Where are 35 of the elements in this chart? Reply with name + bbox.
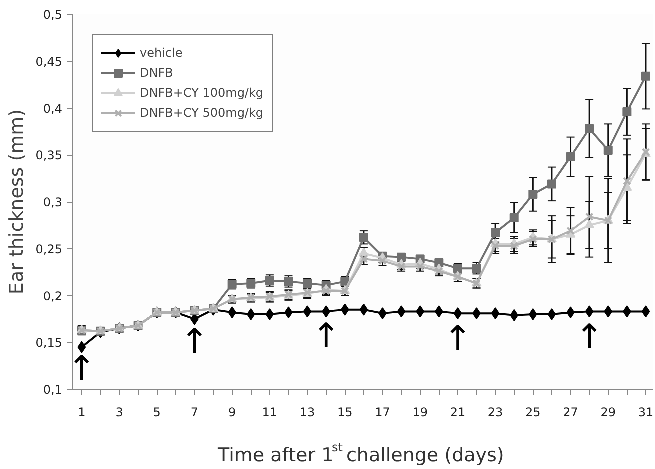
annotation: ↑	[312, 316, 341, 356]
y-tick-label: 0,15	[36, 336, 62, 350]
x-tick-label: 1	[78, 406, 86, 420]
y-axis-title: Ear thickness (mm)	[6, 109, 28, 295]
legend-label: DNFB	[140, 65, 174, 81]
annotation: ↑	[575, 317, 604, 358]
legend-label: DNFB+CY 500mg/kg	[140, 105, 264, 121]
annotation: ↑	[180, 322, 209, 362]
x-tick-label: 31	[638, 406, 654, 420]
legend-label: vehicle	[140, 45, 183, 61]
y-tick-label: 0,1	[43, 383, 63, 397]
x-tick-label: 21	[450, 406, 466, 420]
x-tick-label: 23	[488, 406, 504, 420]
legend-label: DNFB+CY 100mg/kg	[140, 85, 264, 101]
x-tick-label: 9	[228, 406, 236, 420]
y-tick-label: 0,45	[36, 54, 62, 69]
y-tick-label: 0,3	[43, 196, 63, 210]
y-tick-label: 0,4	[43, 102, 63, 116]
x-tick-label: 3	[116, 406, 124, 420]
x-tick-label: 5	[153, 406, 161, 420]
x-tick-label: 27	[563, 406, 578, 420]
y-tick-label: 0,25	[36, 242, 62, 256]
annotation: ↑	[444, 319, 472, 360]
annotation: ↑	[68, 349, 96, 390]
x-tick-label: 7	[190, 406, 199, 420]
x-tick-label: 25	[526, 406, 541, 420]
x-tick-label: 13	[300, 406, 316, 420]
x-tick-label: 15	[338, 406, 353, 420]
x-tick-label: 17	[375, 406, 390, 420]
y-tick-label: 0,2	[43, 289, 63, 304]
x-tick-label: 29	[600, 406, 616, 420]
y-tick-label: 0,35	[36, 148, 62, 163]
y-tick-label: 0,5	[43, 8, 63, 22]
x-tick-label: 19	[412, 406, 428, 420]
x-tick-label: 11	[262, 406, 278, 420]
